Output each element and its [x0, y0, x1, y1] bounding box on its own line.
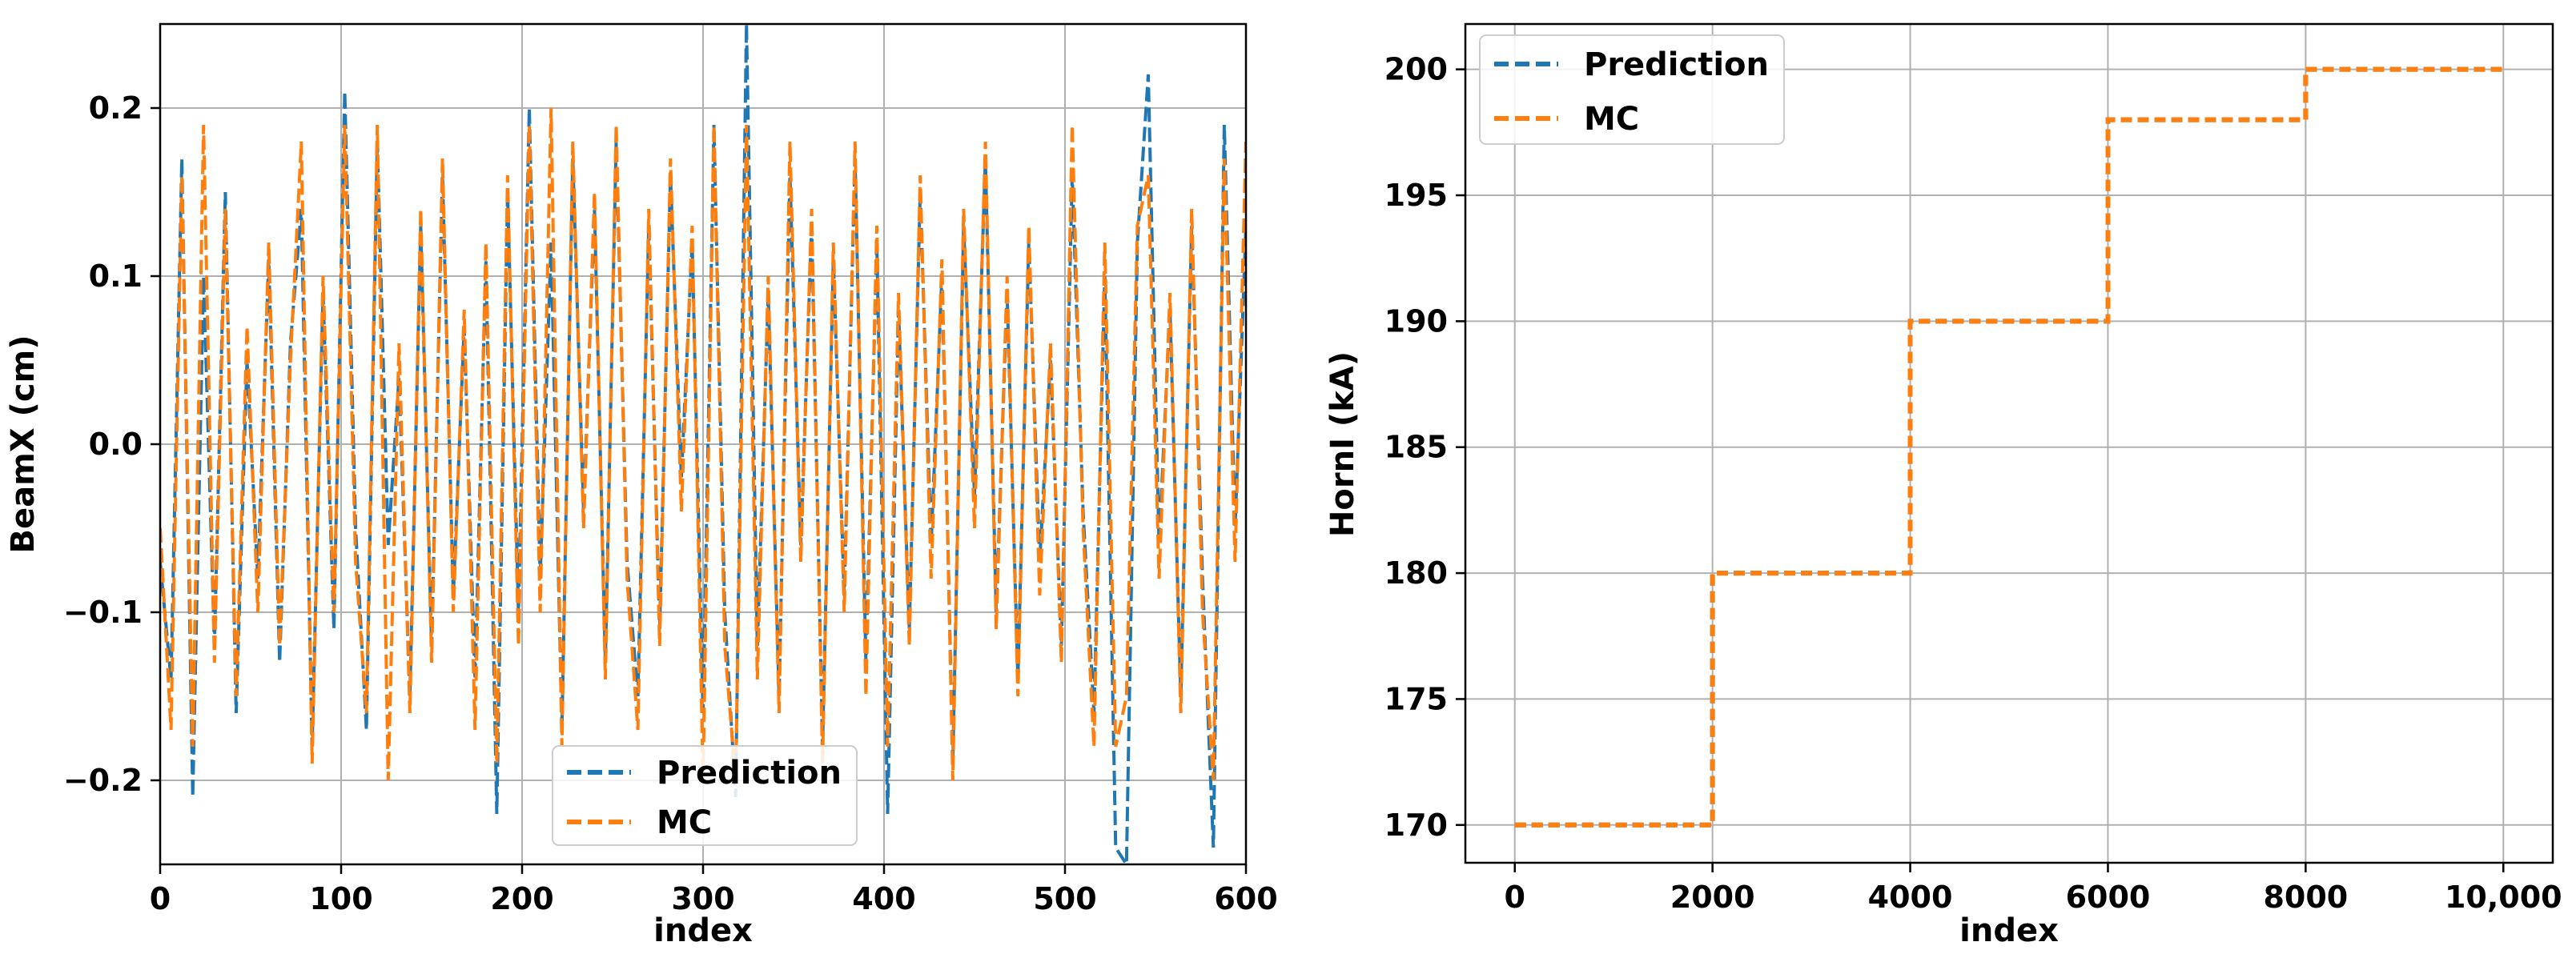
x-tick-label: 400: [852, 881, 915, 916]
y-tick-label: 170: [1384, 808, 1448, 843]
y-tick-label: 200: [1384, 52, 1448, 87]
x-tick-label: 0: [1505, 880, 1525, 915]
y-tick-label: 195: [1384, 178, 1448, 213]
legend-label-prediction: Prediction: [657, 755, 842, 792]
x-tick-label: 600: [1214, 881, 1277, 916]
beamx-chart: 0 100 200 300 400 500 600 −0.2 −0.1 0.0 0.1 0.2 inde…: [5, 22, 1278, 949]
x-axis-title: index: [653, 912, 753, 949]
series-line-mc: [1514, 66, 2504, 828]
plot-frame: [1464, 22, 2554, 864]
y-tick-label: −0.2: [63, 763, 143, 798]
y-tick-label: 0.0: [89, 427, 143, 462]
y-tick-label: 180: [1384, 555, 1448, 591]
x-tick-label: 10,000: [2445, 880, 2562, 915]
y-tick-label: −0.1: [63, 595, 143, 630]
horni-chart: 0 2000 4000 6000 8000 10,000 170 175 180 185 190 19…: [1324, 22, 2562, 949]
y-axis-title: HornI (kA): [1324, 351, 1361, 537]
legend-label-mc: MC: [1584, 101, 1639, 138]
x-tick-label: 2000: [1670, 880, 1755, 915]
legend-label-mc: MC: [657, 804, 712, 841]
legend-box: [1479, 34, 1785, 145]
legend-box: [552, 745, 858, 846]
y-axis-title: BeamX (cm): [5, 335, 42, 553]
legend-label-prediction: Prediction: [1584, 46, 1769, 83]
legend: Prediction MC: [552, 745, 858, 846]
x-tick-label: 6000: [2066, 880, 2151, 915]
y-tick-label: 0.2: [89, 90, 143, 126]
x-tick-label: 0: [150, 881, 171, 916]
y-tick-label: 175: [1384, 681, 1448, 716]
x-tick-label: 500: [1033, 881, 1096, 916]
x-tick-label: 200: [490, 881, 553, 916]
legend: Prediction MC: [1479, 34, 1785, 145]
x-tick-label: 100: [309, 881, 372, 916]
x-tick-label: 8000: [2263, 880, 2348, 915]
y-tick-label: 0.1: [89, 259, 143, 294]
y-tick-label: 185: [1384, 430, 1448, 465]
x-tick-label: 4000: [1868, 880, 1953, 915]
x-axis-title: index: [1959, 912, 2059, 949]
x-tick-label: 300: [671, 881, 734, 916]
y-tick-label: 190: [1384, 303, 1448, 339]
